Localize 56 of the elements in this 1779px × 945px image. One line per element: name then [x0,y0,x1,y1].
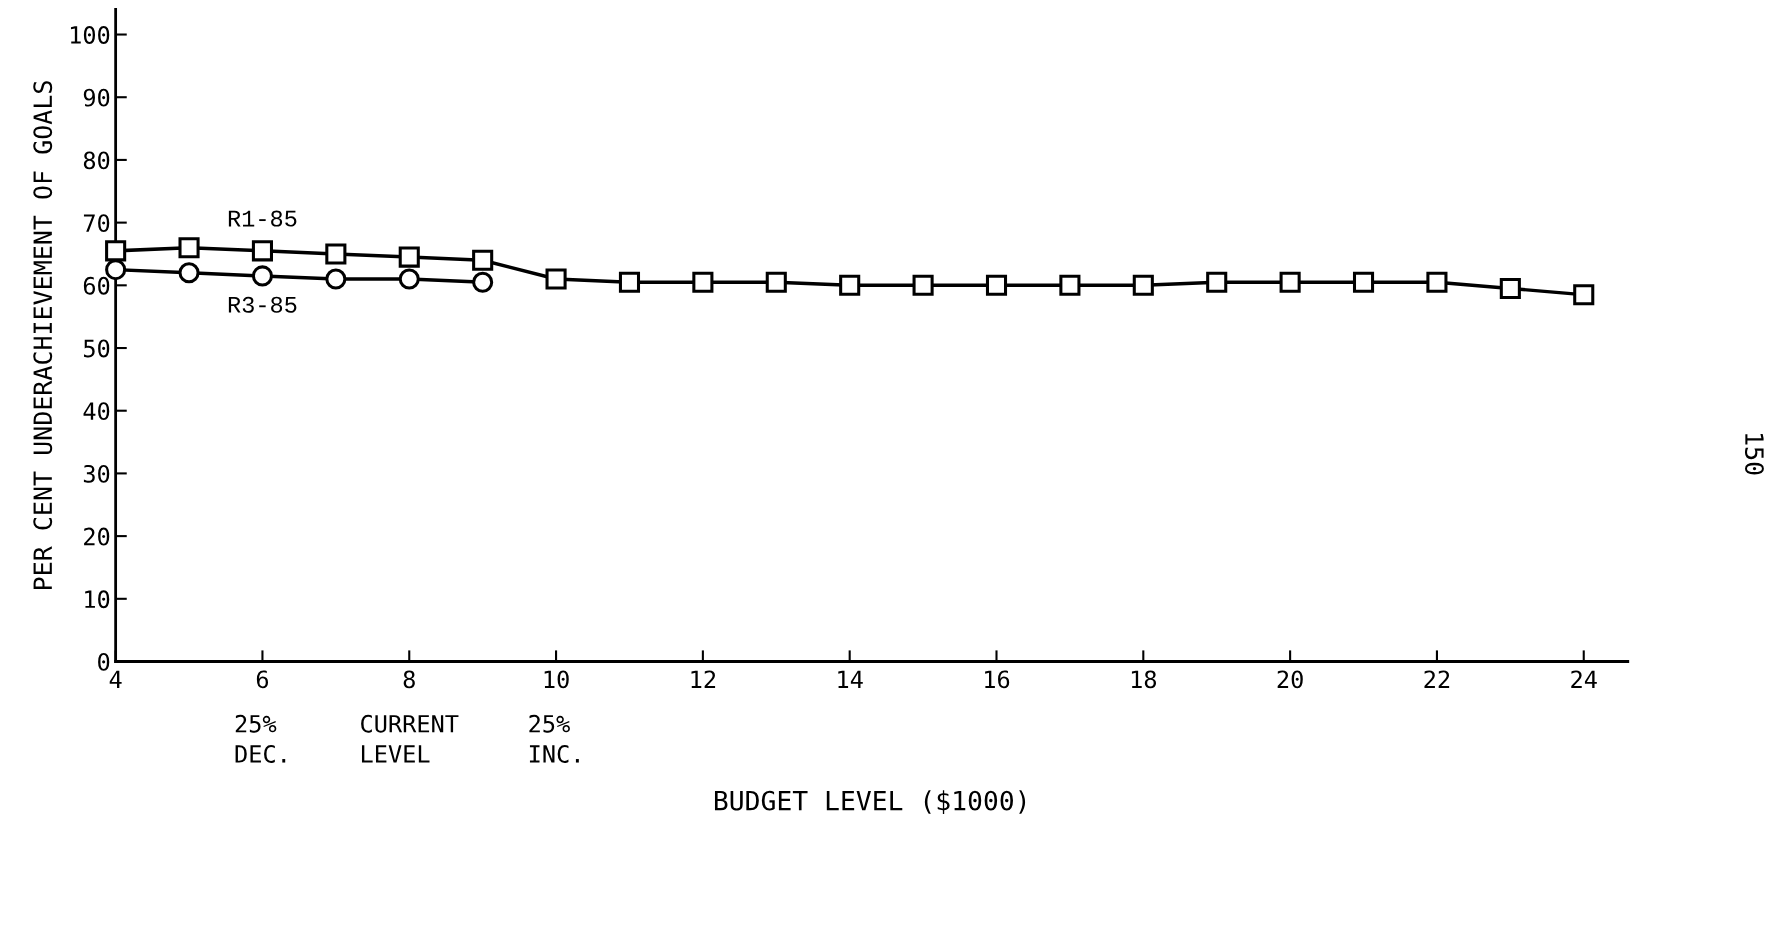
point [692,271,714,293]
point [618,271,641,293]
y-axis-title: PER CENT UNDERACHIEVEMENT OF GOALS [33,81,53,589]
point [398,246,420,268]
y-tick-label: 70 [83,214,110,232]
y-tick-label: 40 [83,402,110,421]
y-tick-label: 60 [83,276,110,295]
point [765,271,787,293]
y-tick-label: 0 [98,653,110,671]
point [1279,271,1301,293]
series-label: R3-85 [228,296,297,313]
point [472,249,494,271]
x-tick-label: 20 [1277,670,1303,689]
point [1206,271,1228,293]
x-tick-label: 18 [1131,670,1157,689]
point [839,274,861,296]
point [912,274,934,296]
point [178,262,200,284]
y-tick-label: 50 [83,339,110,358]
point [178,237,200,259]
y-tick-label: 80 [83,151,110,170]
x-tick-label: 24 [1571,670,1597,688]
point [325,243,347,265]
x-tick-label: 16 [985,670,1010,689]
point [105,240,127,262]
y-tick-label: 10 [85,590,110,609]
x-tick-label: 6 [256,670,269,689]
point [1426,271,1448,293]
point [325,268,347,290]
point [472,271,494,293]
point [251,240,273,262]
point [1352,271,1375,293]
x-axis-title: BUDGET LEVEL ($1000) [714,790,1026,815]
y-tick-label: 20 [84,527,110,546]
point [1573,284,1595,306]
x-tick-label: 14 [838,670,863,688]
text: CURRENT LEVEL [361,714,459,763]
point [251,265,273,287]
text: 25% DEC. [235,714,286,763]
point [545,268,567,290]
point [985,274,1008,296]
y-tick-label: 90 [83,88,110,107]
y-tick-label: 30 [83,464,110,483]
x-tick-label: 10 [544,670,569,689]
point [1132,274,1154,296]
y-tick-label: 100 [70,26,110,44]
series-label: R1-85 [228,210,297,227]
x-tick-label: 12 [691,670,716,688]
x-tick-label: 8 [403,670,415,689]
x-tick-label: 22 [1424,670,1450,688]
text: 25% INC. [529,714,579,763]
text: 150 [1744,434,1764,475]
point [398,268,420,290]
point [1059,274,1081,296]
point [1499,277,1521,300]
x-tick-label: 4 [109,670,122,688]
